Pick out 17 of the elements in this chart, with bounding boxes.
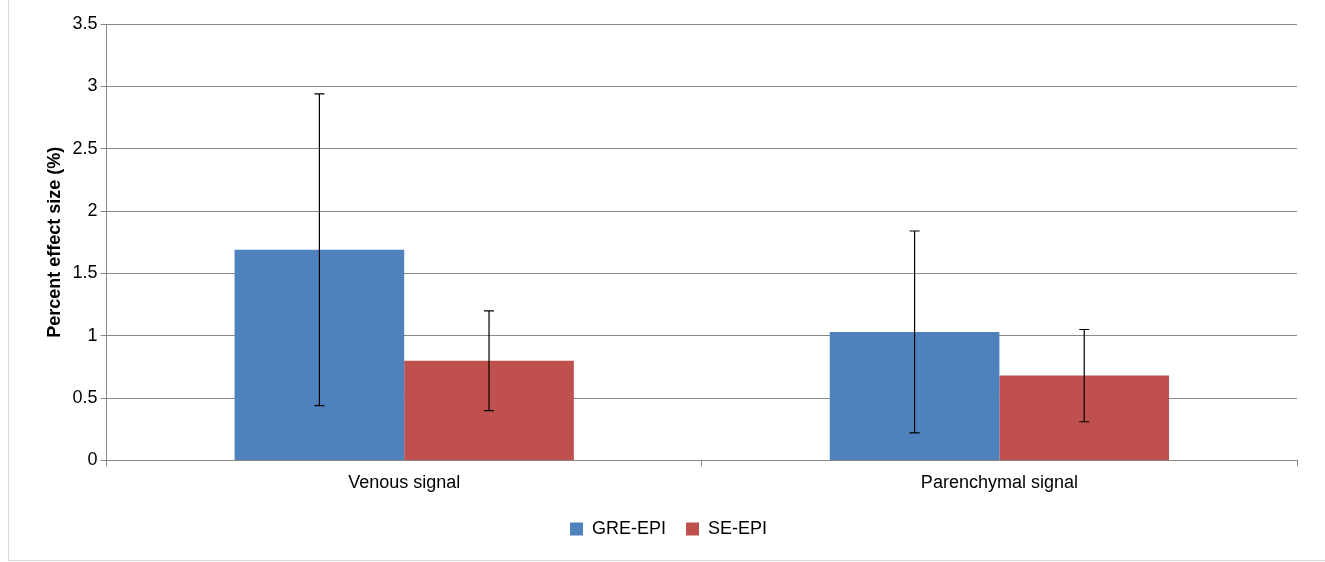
legend-label: GRE-EPI <box>591 517 666 538</box>
y-tick-label: 3.5 <box>72 12 98 33</box>
y-tick-label: 1.5 <box>72 262 98 283</box>
y-tick-label: 1 <box>87 324 98 345</box>
legend-label: SE-EPI <box>708 517 768 538</box>
x-tick-label: Venous signal <box>348 472 461 493</box>
y-tick-label: 0.5 <box>72 387 98 408</box>
y-tick-label: 0 <box>87 449 98 470</box>
y-tick-label: 2.5 <box>72 137 98 158</box>
bar <box>234 249 405 460</box>
bar <box>999 375 1170 460</box>
y-tick-label: 3 <box>87 75 98 96</box>
y-tick-label: 2 <box>87 200 98 220</box>
bar <box>404 360 574 460</box>
y-axis-title: Percent effect size (%) <box>43 146 64 338</box>
x-tick-label: Parenchymal signal <box>920 472 1078 493</box>
bar <box>829 331 1000 460</box>
